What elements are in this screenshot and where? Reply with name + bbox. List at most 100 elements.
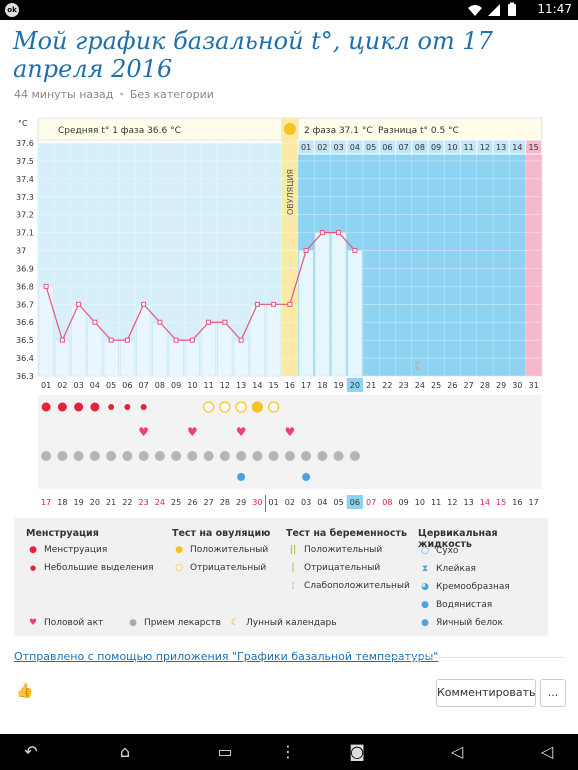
date-label: 30 <box>252 498 262 507</box>
clock: 11:47 <box>537 2 572 16</box>
menstruation-drop-icon <box>74 402 84 412</box>
heart-icon: ♥ <box>187 425 198 439</box>
y-tick-label: 37.4 <box>16 175 34 184</box>
temperature-bar <box>185 339 200 377</box>
y-tick-label: 37 <box>16 247 26 256</box>
small-drop-icon: ● <box>29 564 37 572</box>
legend-cervical-eggwhite: ● Яичный белок <box>418 618 503 628</box>
date-label: 14 <box>480 498 490 507</box>
day-label: 19 <box>334 381 344 390</box>
phase2-day-label: 13 <box>496 143 506 152</box>
y-tick-label: 37.2 <box>16 211 34 220</box>
faint-bar-icon: ¦ <box>291 581 295 591</box>
day-label: 28 <box>480 381 490 390</box>
temperature-bar <box>233 339 249 377</box>
temperature-bar <box>201 321 216 377</box>
ovulation-test-icon <box>219 401 231 413</box>
day-label: 13 <box>236 381 246 390</box>
menu-icon[interactable]: ⋮ <box>280 742 296 761</box>
date-label: 22 <box>122 498 132 507</box>
drop-icon: ● <box>29 545 37 555</box>
legend-cervical-dry: ○ Сухо <box>418 546 458 556</box>
diff-label: Разница t° 0.5 °C <box>378 126 459 136</box>
back-icon[interactable]: ↶ <box>24 742 38 761</box>
date-label: 19 <box>74 498 84 507</box>
page-title: Мой график базальной t°, цикл от 17 апре… <box>13 27 493 83</box>
temperature-point <box>287 301 293 307</box>
legend-menstruation-light: ● Небольшие выделения <box>26 563 154 573</box>
pill-icon <box>57 451 68 461</box>
screenshot-icon[interactable]: ◙ <box>349 742 365 761</box>
pill-icon <box>73 451 84 461</box>
temperature-point <box>108 337 114 343</box>
battery-icon <box>508 2 516 16</box>
temperature-bar <box>38 286 54 377</box>
legend-ovulation-positive: ● Положительный <box>172 545 268 555</box>
eggwhite-drop-icon: ● <box>421 618 429 628</box>
date-label: 09 <box>399 498 409 507</box>
y-tick-label: 37.6 <box>16 139 34 148</box>
comment-button[interactable]: Комментировать <box>436 679 536 707</box>
date-label: 04 <box>317 498 327 507</box>
day-label: 06 <box>122 381 132 390</box>
date-label: 20 <box>90 498 100 507</box>
temperature-point <box>271 301 277 307</box>
menstruation-drop-icon <box>124 404 131 410</box>
legend-menstruation-title: Менструация <box>26 528 99 539</box>
legend-pregnancy-negative: | Отрицательный <box>286 563 380 573</box>
watery-drop-icon <box>302 473 311 481</box>
volume-up-icon[interactable]: ◁ <box>540 742 554 761</box>
temperature-bar <box>120 339 135 377</box>
double-bar-icon: || <box>289 545 297 555</box>
pill-icon <box>41 451 52 461</box>
more-button[interactable]: ... <box>540 679 566 707</box>
day-label: 01 <box>41 381 51 390</box>
sent-via-link[interactable]: Отправлено с помощью приложения "Графики… <box>14 650 439 663</box>
volume-icon[interactable]: ◁ <box>450 742 464 761</box>
temperature-bar <box>103 339 119 377</box>
home-icon[interactable]: ⌂ <box>119 742 131 761</box>
temperature-bar <box>298 250 314 377</box>
phase2-day-label: 09 <box>431 143 441 152</box>
day-label: 12 <box>220 381 230 390</box>
recents-icon[interactable]: ▭ <box>217 742 233 761</box>
pill-icon <box>171 451 182 461</box>
date-label: 01 <box>269 498 279 507</box>
temperature-bar <box>331 232 346 377</box>
legend-cervical-creamy: ◕ Кремообразная <box>418 582 510 592</box>
thumb-up-icon[interactable]: 👍 <box>16 683 34 699</box>
menstruation-drop-icon <box>57 402 67 412</box>
dry-icon: ○ <box>421 546 429 556</box>
status-icons <box>466 2 526 22</box>
ovulation-test-icon <box>251 401 263 413</box>
creamy-icon: ◕ <box>421 582 429 592</box>
phase2-label: 2 фаза 37.1 °C <box>304 126 373 136</box>
single-bar-icon: | <box>291 563 295 573</box>
ovulation-column <box>281 118 298 376</box>
pill-icon <box>301 451 312 461</box>
date-label: 29 <box>236 498 246 507</box>
app-badge: ok <box>5 3 19 17</box>
temperature-point <box>59 337 65 343</box>
menstruation-drop-icon <box>140 404 147 410</box>
phase2-day-label: 10 <box>447 143 457 152</box>
wifi-icon <box>468 5 482 16</box>
day-label: 24 <box>415 381 425 390</box>
date-label: 17 <box>41 498 51 507</box>
temperature-point <box>238 337 244 343</box>
moon-icon: ☾ <box>230 618 240 628</box>
temperature-bar <box>347 250 363 377</box>
date-label: 07 <box>366 498 376 507</box>
signal-icon <box>488 4 500 16</box>
y-tick-label: 36.9 <box>16 264 34 273</box>
date-label: 12 <box>447 498 457 507</box>
post-category[interactable]: Без категории <box>129 88 214 101</box>
pill-icon <box>187 451 198 461</box>
phase2-day-label: 07 <box>399 143 409 152</box>
day-label: 18 <box>317 381 327 390</box>
day-label: 09 <box>171 381 181 390</box>
phase2-day-label: 14 <box>512 143 522 152</box>
temperature-point <box>222 319 228 325</box>
phase2-day-label: 02 <box>317 143 327 152</box>
date-label: 21 <box>106 498 116 507</box>
